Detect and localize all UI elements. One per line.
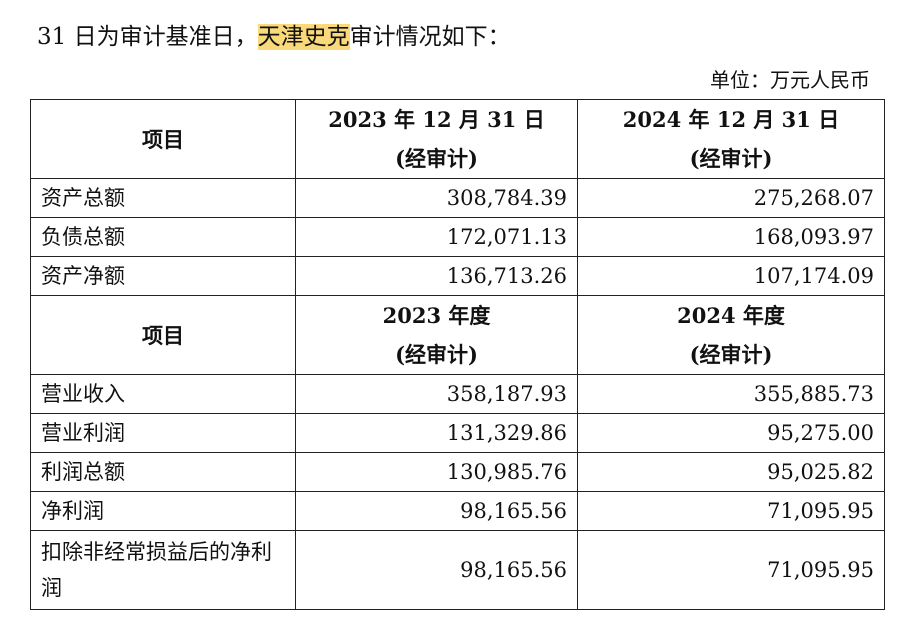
balance-header-2024: 2024 年 12 月 31 日 (经审计) bbox=[577, 99, 885, 179]
value-2023: 98,165.56 bbox=[295, 530, 578, 610]
value-2023: 308,784.39 bbox=[295, 178, 578, 218]
table-row: 资产总额 308,784.39 275,268.07 bbox=[30, 178, 885, 218]
value-2024: 95,275.00 bbox=[577, 413, 885, 453]
value-2023: 358,187.93 bbox=[295, 374, 578, 414]
table-row: 营业收入 358,187.93 355,885.73 bbox=[30, 374, 885, 414]
row-label: 负债总额 bbox=[30, 217, 296, 257]
value-2024: 71,095.95 bbox=[577, 491, 885, 531]
intro-after: 审计情况如下： bbox=[349, 24, 511, 50]
company-name-highlight: 天津史克 bbox=[257, 24, 350, 50]
balance-header-2024-note: (经审计) bbox=[689, 146, 773, 171]
intro-before: 31 日为审计基准日， bbox=[37, 24, 258, 50]
value-2024: 71,095.95 bbox=[577, 530, 885, 610]
value-2023: 131,329.86 bbox=[295, 413, 578, 453]
value-2024: 107,174.09 bbox=[577, 256, 885, 296]
value-2024: 355,885.73 bbox=[577, 374, 885, 414]
row-label: 净利润 bbox=[30, 491, 296, 531]
value-2024: 275,268.07 bbox=[577, 178, 885, 218]
income-header-2024-note: (经审计) bbox=[689, 342, 773, 367]
income-header-2023-note: (经审计) bbox=[395, 342, 478, 367]
balance-header-2024-date: 2024 年 12 月 31 日 bbox=[622, 107, 840, 132]
income-header-2023: 2023 年度 (经审计) bbox=[295, 295, 578, 375]
table-row: 营业利润 131,329.86 95,275.00 bbox=[30, 413, 885, 453]
value-2024: 168,093.97 bbox=[577, 217, 885, 257]
income-header-2024: 2024 年度 (经审计) bbox=[577, 295, 885, 375]
row-label: 营业利润 bbox=[30, 413, 296, 453]
balance-header-row: 项目 2023 年 12 月 31 日 (经审计) 2024 年 12 月 31… bbox=[30, 99, 885, 179]
balance-header-item: 项目 bbox=[30, 99, 296, 179]
intro-sentence: 31 日为审计基准日，天津史克审计情况如下： bbox=[37, 20, 511, 54]
income-header-row: 项目 2023 年度 (经审计) 2024 年度 (经审计) bbox=[30, 295, 885, 375]
value-2023: 130,985.76 bbox=[295, 452, 578, 492]
table-row: 净利润 98,165.56 71,095.95 bbox=[30, 491, 885, 531]
value-2023: 136,713.26 bbox=[295, 256, 578, 296]
financial-table: 项目 2023 年 12 月 31 日 (经审计) 2024 年 12 月 31… bbox=[30, 99, 885, 610]
row-label: 营业收入 bbox=[30, 374, 296, 414]
value-2023: 98,165.56 bbox=[295, 491, 578, 531]
row-label: 资产总额 bbox=[30, 178, 296, 218]
balance-header-2023-date: 2023 年 12 月 31 日 bbox=[328, 107, 545, 132]
table-row: 扣除非经常损益后的净利润 98,165.56 71,095.95 bbox=[30, 530, 885, 610]
income-header-item: 项目 bbox=[30, 295, 296, 375]
table-row: 资产净额 136,713.26 107,174.09 bbox=[30, 256, 885, 296]
table-row: 负债总额 172,071.13 168,093.97 bbox=[30, 217, 885, 257]
income-header-2024-year: 2024 年度 bbox=[677, 303, 785, 328]
table-row: 利润总额 130,985.76 95,025.82 bbox=[30, 452, 885, 492]
row-label: 资产净额 bbox=[30, 256, 296, 296]
balance-header-2023: 2023 年 12 月 31 日 (经审计) bbox=[295, 99, 578, 179]
row-label: 利润总额 bbox=[30, 452, 296, 492]
income-header-2023-year: 2023 年度 bbox=[382, 303, 491, 328]
value-2024: 95,025.82 bbox=[577, 452, 885, 492]
value-2023: 172,071.13 bbox=[295, 217, 578, 257]
unit-label: 单位：万元人民币 bbox=[710, 68, 870, 92]
balance-header-2023-note: (经审计) bbox=[395, 146, 478, 171]
row-label: 扣除非经常损益后的净利润 bbox=[30, 530, 296, 610]
